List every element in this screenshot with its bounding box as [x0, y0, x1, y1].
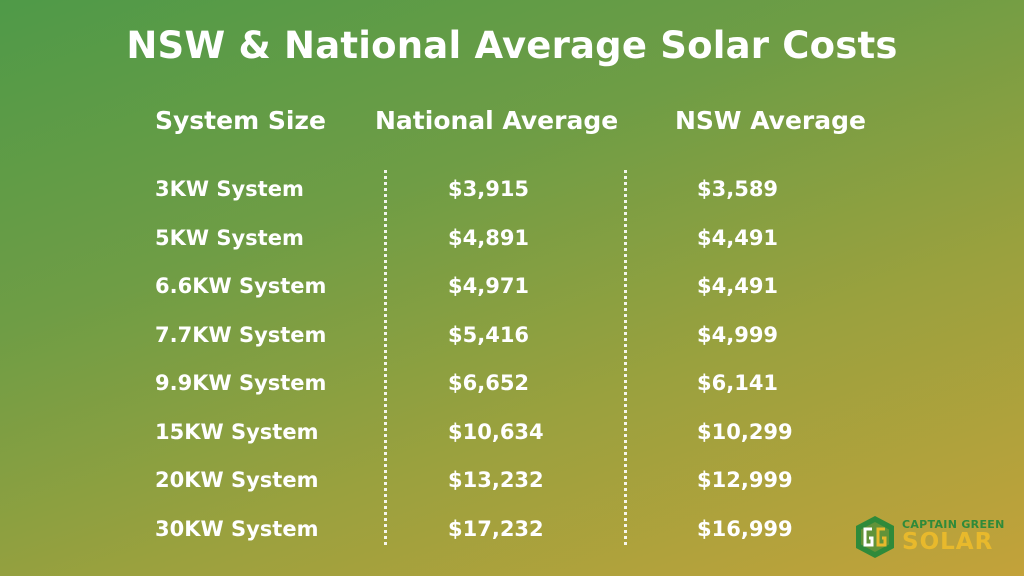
- logo-text-solar: SOLAR: [902, 529, 994, 555]
- cell-system-size: 7.7KW System: [155, 323, 327, 347]
- cell-national-average: $6,652: [448, 371, 530, 395]
- cell-nsw-average: $4,999: [697, 323, 779, 347]
- cell-system-size: 20KW System: [155, 468, 319, 492]
- header-national-average: National Average: [375, 106, 619, 135]
- table-row: 3KW System $3,915 $3,589: [0, 177, 1024, 207]
- table-row: 7.7KW System $5,416 $4,999: [0, 323, 1024, 353]
- cell-nsw-average: $3,589: [697, 177, 779, 201]
- logo-text-captain-green: CAPTAIN GREEN: [902, 518, 1005, 531]
- cell-system-size: 6.6KW System: [155, 274, 327, 298]
- table-row: 5KW System $4,891 $4,491: [0, 226, 1024, 256]
- cell-nsw-average: $6,141: [697, 371, 779, 395]
- cell-national-average: $4,891: [448, 226, 530, 250]
- cell-system-size: 3KW System: [155, 177, 304, 201]
- header-nsw-average: NSW Average: [675, 106, 866, 135]
- cell-national-average: $17,232: [448, 517, 544, 541]
- cell-system-size: 15KW System: [155, 420, 319, 444]
- cell-system-size: 9.9KW System: [155, 371, 327, 395]
- column-divider: [384, 170, 387, 545]
- table-row: 30KW System $17,232 $16,999: [0, 517, 1024, 547]
- cell-nsw-average: $4,491: [697, 226, 779, 250]
- cell-nsw-average: $10,299: [697, 420, 793, 444]
- cell-national-average: $10,634: [448, 420, 544, 444]
- cell-national-average: $4,971: [448, 274, 530, 298]
- page-title: NSW & National Average Solar Costs: [126, 24, 898, 67]
- header-system-size: System Size: [155, 106, 326, 135]
- table-row: 15KW System $10,634 $10,299: [0, 420, 1024, 450]
- cell-national-average: $3,915: [448, 177, 530, 201]
- captain-green-solar-logo: CAPTAIN GREEN SOLAR: [852, 512, 1012, 562]
- cg-hexagon-icon: [856, 516, 894, 558]
- cell-national-average: $13,232: [448, 468, 544, 492]
- table-row: 20KW System $13,232 $12,999: [0, 468, 1024, 498]
- cell-system-size: 30KW System: [155, 517, 319, 541]
- column-divider: [624, 170, 627, 545]
- cell-nsw-average: $4,491: [697, 274, 779, 298]
- table-row: 9.9KW System $6,652 $6,141: [0, 371, 1024, 401]
- cell-nsw-average: $12,999: [697, 468, 793, 492]
- table-row: 6.6KW System $4,971 $4,491: [0, 274, 1024, 304]
- cell-system-size: 5KW System: [155, 226, 304, 250]
- cell-nsw-average: $16,999: [697, 517, 793, 541]
- cell-national-average: $5,416: [448, 323, 530, 347]
